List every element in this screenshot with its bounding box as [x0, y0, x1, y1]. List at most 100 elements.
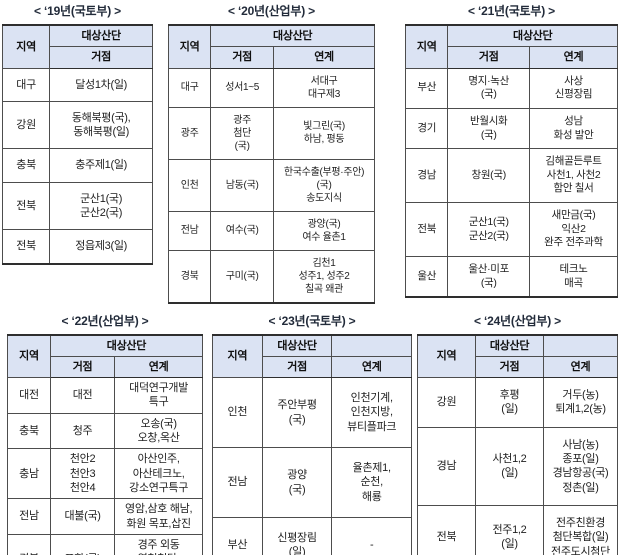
base-cell: 광양 (국) — [261, 447, 333, 518]
linkage-cell: 영암,삼호 해남, 화원 목포,삽진 — [114, 498, 203, 535]
table-title-2019: < ‘19년(국토부) > — [34, 4, 121, 18]
table-row: 경북포항(국)경주 외동 영천첨단, 포항철강 — [7, 533, 203, 555]
header-region: 지역 — [212, 334, 263, 379]
base-cell: 울산·미포 (국) — [447, 256, 530, 298]
header-region: 지역 — [1, 24, 51, 69]
table-row: 경기 반월시화 (국) 성남 화성 발안 — [404, 107, 618, 150]
header-target: 대상산단 — [261, 334, 333, 357]
table-row: 전남 광양 (국) 율촌제1, 순천, 해룡 — [212, 447, 412, 518]
linkage-cell: 인천기계, 인천지방, 뷰티플파크 — [331, 377, 412, 449]
data-table-2022: 지역 대상산단 거점 연계 대전 대전 대덕연구개발 특구 충북 청주 오송(국) 오창,옥산 충남… — [7, 333, 204, 555]
table-row: 대구 성서1~5 서대구 대구제3 — [167, 67, 375, 108]
header-row-sub: 거점 연계 — [418, 355, 618, 379]
tables-row-top: < ‘19년(국토부) > 지역 대상산단 거점 대구 달성1차(일) 강원 동해북평(국)… — [1, 0, 618, 304]
region-cell: 경기 — [404, 107, 449, 150]
linkage-cell: 대덕연구개발 특구 — [114, 377, 203, 414]
table-row: 경남 사천1,2 (일) 사남(농) 종포(일) 경남항공(국) 정촌(일) — [417, 426, 618, 506]
header-base: 거점 — [261, 355, 333, 379]
region-cell: 경북 — [7, 533, 51, 555]
table-title-2020: < ‘20년(산업부) > — [228, 4, 315, 18]
header-region: 지역 — [404, 24, 449, 69]
region-cell: 대구 — [167, 67, 212, 108]
header-row-top: 지역 대상산단 — [417, 334, 618, 379]
table-title-2023: < ‘23년(국토부) > — [268, 313, 356, 328]
base-cell: 청주 — [49, 412, 116, 450]
region-cell: 전북 — [404, 202, 449, 257]
table-row: 대전 대전 대덕연구개발 특구 — [7, 377, 203, 414]
linkage-cell: 사남(농) 종포(일) 경남항공(국) 정촌(일) — [543, 426, 618, 506]
table-row: 부산 신평장림 (일) - — [212, 516, 412, 555]
header-linkage: 연계 — [529, 46, 618, 69]
linkage-cell: 거두(농) 퇴계1,2(농) — [543, 377, 618, 428]
header-base: 거점 — [49, 355, 116, 379]
region-cell: 인천 — [167, 158, 212, 212]
header-linkage: 연계 — [114, 355, 203, 379]
region-cell: 강원 — [1, 100, 51, 150]
base-cell: 달성1차(일) — [49, 67, 153, 102]
table-row: 강원 후평 (일) 거두(농) 퇴계1,2(농) — [417, 377, 618, 428]
header-region: 지역 — [167, 24, 212, 69]
base-cell: 주안부평 (국) — [261, 377, 333, 449]
region-cell: 충남 — [7, 448, 51, 500]
table-2021: < ‘21년(국토부) > 지역 대상산단 거점 연계 부산 명지·녹산 (국) 사상 신평… — [404, 0, 618, 299]
base-cell: 남동(국) — [210, 158, 275, 212]
base-cell: 신평장림 (일) — [261, 516, 333, 555]
table-row: 충북 충주제1(일) — [1, 148, 153, 183]
data-table-2021: 지역 대상산단 거점 연계 부산 명지·녹산 (국) 사상 신평장림 경기 반월시화 (국) 성남… — [404, 24, 618, 299]
region-cell: 충북 — [1, 148, 51, 183]
region-cell: 부산 — [212, 516, 263, 555]
table-row: 강원 동해북평(국), 동해북평(일) — [1, 100, 153, 150]
data-table-2024: 지역 대상산단 거점 연계 강원 후평 (일) 거두(농) 퇴계1,2(농) 경남 사천1,2 … — [417, 333, 618, 555]
base-cell: 광주 첨단 (국) — [210, 106, 275, 160]
header-row-sub: 거점 연계 — [169, 46, 375, 69]
table-2022: < ‘22년(산업부) > 지역 대상산단 거점 연계 대전 대전 대덕연구개발 특구 충북 청… — [7, 310, 204, 555]
linkage-cell: 아산인주, 아산테크노, 강소연구특구 — [114, 448, 203, 500]
table-row: 전북 군산1(국) 군산2(국) 새만금(국) 익산2 완주 전주과학 — [404, 202, 618, 257]
table-row: 전남 대불(국) 영암,삼호 해남, 화원 목포,삽진 — [7, 498, 203, 535]
region-cell: 전남 — [7, 498, 51, 535]
linkage-cell: 사상 신평장림 — [529, 67, 618, 109]
header-row-sub: 거점 연계 — [406, 46, 618, 69]
base-cell: 군산1(국) 군산2(국) — [49, 181, 153, 231]
table-title-2024: < ‘24년(산업부) > — [474, 313, 561, 328]
table-2023: < ‘23년(국토부) > 지역 대상산단 거점 연계 인천 주안부평 (국) 인천기계, … — [212, 310, 412, 555]
table-row: 충남 천안2 천안3 천안4 아산인주, 아산테크노, 강소연구특구 — [7, 448, 203, 500]
base-cell: 충주제1(일) — [49, 148, 153, 183]
header-row-top: 지역 대상산단 — [7, 334, 204, 379]
region-cell: 충북 — [7, 412, 51, 450]
table-row: 경남 창원(국) 김해골든루트 사천1, 사천2 함안 칠서 — [404, 148, 618, 204]
region-cell: 대구 — [1, 67, 51, 102]
region-cell: 인천 — [212, 377, 263, 449]
base-cell: 구미(국) — [210, 249, 275, 304]
linkage-cell: - — [331, 516, 412, 555]
header-region: 지역 — [417, 334, 476, 379]
header-row-top: 지역 대상산단 — [404, 24, 618, 69]
base-cell: 사천1,2 (일) — [475, 426, 544, 506]
region-cell: 전북 — [1, 181, 51, 231]
header-target: 대상산단 — [210, 24, 375, 48]
base-cell: 대전 — [49, 377, 116, 414]
table-row: 인천 남동(국) 한국수출(부평·주안) (국) 송도지식 — [167, 158, 375, 212]
base-cell: 명지·녹산 (국) — [447, 67, 530, 109]
linkage-cell: 오송(국) 오창,옥산 — [114, 412, 203, 450]
header-row-top: 지역 대상산단 — [167, 24, 375, 69]
region-cell: 대전 — [7, 377, 51, 414]
data-table-2020: 지역 대상산단 거점 연계 대구 성서1~5 서대구 대구제3 광주 광주 첨단 (국) 빛그린(… — [167, 24, 375, 304]
region-cell: 경북 — [167, 249, 212, 304]
header-row-sub: 거점 연계 — [8, 355, 203, 379]
data-table-2019: 지역 대상산단 거점 대구 달성1차(일) 강원 동해북평(국), 동해북평(일) 충북 충주제… — [1, 24, 153, 265]
region-cell: 전북 — [1, 229, 51, 265]
table-row: 경북 구미(국) 김천1 성주1, 성주2 칠곡 왜관 — [167, 249, 375, 304]
header-target: 대상산단 — [49, 24, 153, 48]
linkage-cell: 빛그린(국) 하남, 평동 — [273, 106, 375, 160]
table-row: 충북 청주 오송(국) 오창,옥산 — [7, 412, 203, 450]
region-cell: 광주 — [167, 106, 212, 160]
header-target: 대상산단 — [447, 24, 618, 48]
base-cell: 후평 (일) — [475, 377, 544, 428]
table-row: 전북 군산1(국) 군산2(국) — [1, 181, 153, 231]
header-linkage: 연계 — [273, 46, 375, 69]
header-row-top: 지역 대상산단 — [212, 334, 412, 379]
table-2020: < ‘20년(산업부) > 지역 대상산단 거점 연계 대구 성서1~5 서대구 대구제3 광… — [167, 0, 375, 304]
table-2024: < ‘24년(산업부) > 지역 대상산단 거점 연계 강원 후평 (일) 거두(농) 퇴계… — [417, 310, 618, 555]
